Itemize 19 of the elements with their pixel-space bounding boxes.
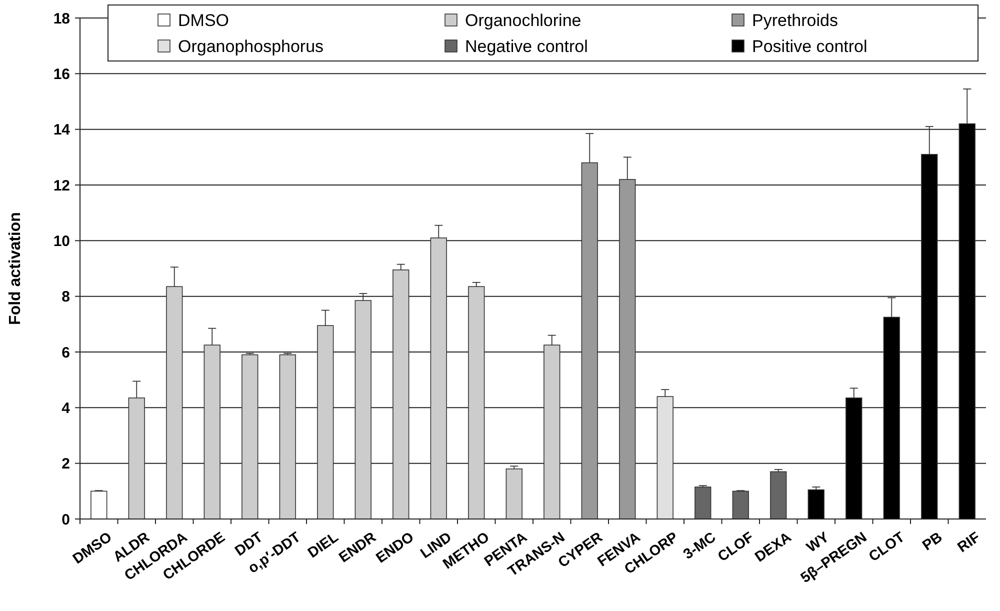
y-tick-label: 0 — [62, 511, 70, 528]
legend-label: Organochlorine — [465, 10, 582, 30]
y-tick-label: 2 — [62, 456, 70, 473]
legend-label: DMSO — [178, 10, 229, 30]
x-tick-label: RIF — [954, 529, 984, 556]
legend-label: Organophosphorus — [178, 36, 324, 56]
x-tick-label: PB — [920, 529, 946, 554]
y-tick-label: 8 — [62, 288, 70, 306]
y-tick-label: 4 — [62, 400, 71, 417]
y-tick-label: 16 — [53, 66, 70, 83]
y-tick-label: 18 — [53, 10, 70, 28]
y-tick-label: 14 — [53, 122, 71, 139]
legend-label: Negative control — [465, 36, 588, 56]
y-axis-title: Fold activation — [7, 212, 24, 325]
y-tick-label: 12 — [53, 177, 70, 194]
y-tick-label: 10 — [53, 232, 70, 250]
legend-label: Pyrethroids — [752, 10, 838, 30]
y-tick-label: 6 — [62, 344, 70, 362]
legend-label: Positive control — [752, 36, 868, 56]
